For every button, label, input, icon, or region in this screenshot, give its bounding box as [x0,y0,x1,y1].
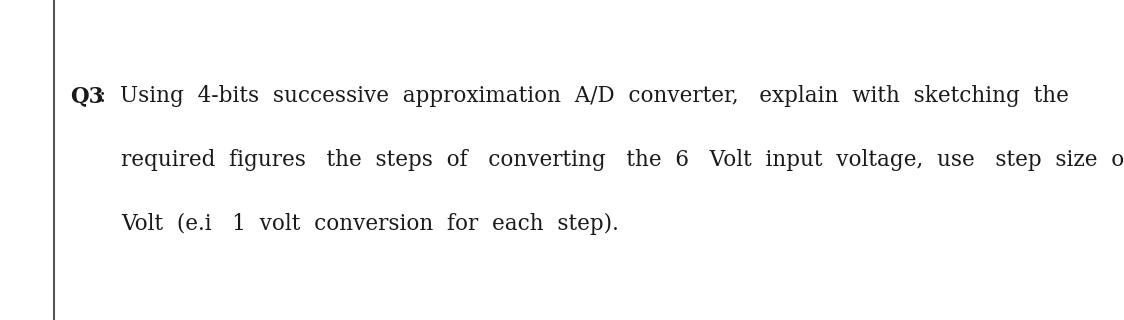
Text: Volt  (e.i   1  volt  conversion  for  each  step).: Volt (e.i 1 volt conversion for each ste… [121,213,619,235]
Text: required  figures   the  steps  of   converting   the  6   Volt  input  voltage,: required figures the steps of converting… [121,149,1124,171]
Text: :  Using  4-bits  successive  approximation  A/D  converter,   explain  with  sk: : Using 4-bits successive approximation … [99,85,1069,107]
Text: Q3: Q3 [70,85,103,107]
